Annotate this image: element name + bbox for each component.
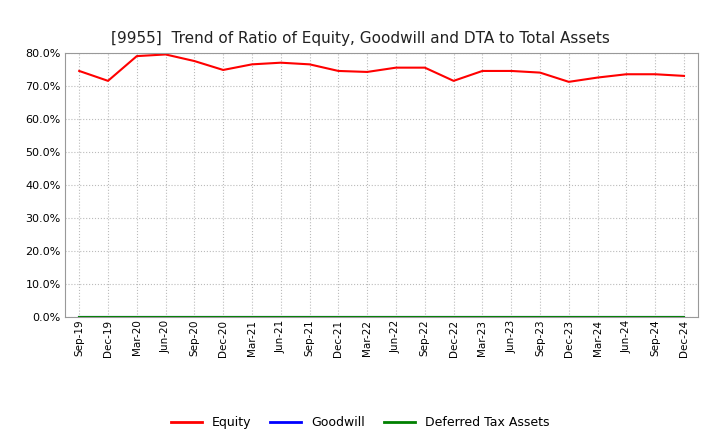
Deferred Tax Assets [449,314,458,319]
Deferred Tax Assets [593,314,602,319]
Deferred Tax Assets [104,314,112,319]
Equity [564,79,573,84]
Goodwill [564,314,573,319]
Deferred Tax Assets [161,314,170,319]
Equity [161,52,170,57]
Goodwill [276,314,285,319]
Goodwill [219,314,228,319]
Deferred Tax Assets [564,314,573,319]
Goodwill [622,314,631,319]
Equity [507,68,516,73]
Equity [651,72,660,77]
Deferred Tax Assets [190,314,199,319]
Equity [132,53,141,59]
Goodwill [593,314,602,319]
Goodwill [305,314,314,319]
Line: Equity: Equity [79,55,684,82]
Goodwill [334,314,343,319]
Deferred Tax Assets [622,314,631,319]
Goodwill [363,314,372,319]
Goodwill [392,314,400,319]
Equity [593,75,602,80]
Equity [449,78,458,84]
Equity [478,68,487,73]
Deferred Tax Assets [392,314,400,319]
Goodwill [420,314,429,319]
Equity [276,60,285,66]
Equity [190,59,199,64]
Goodwill [651,314,660,319]
Deferred Tax Assets [420,314,429,319]
Deferred Tax Assets [75,314,84,319]
Legend: Equity, Goodwill, Deferred Tax Assets: Equity, Goodwill, Deferred Tax Assets [171,416,549,429]
Goodwill [104,314,112,319]
Deferred Tax Assets [276,314,285,319]
Goodwill [75,314,84,319]
Goodwill [680,314,688,319]
Equity [536,70,544,75]
Goodwill [507,314,516,319]
Deferred Tax Assets [680,314,688,319]
Equity [363,70,372,75]
Equity [392,65,400,70]
Text: [9955]  Trend of Ratio of Equity, Goodwill and DTA to Total Assets: [9955] Trend of Ratio of Equity, Goodwil… [111,31,609,46]
Deferred Tax Assets [248,314,256,319]
Goodwill [190,314,199,319]
Equity [75,68,84,73]
Deferred Tax Assets [507,314,516,319]
Deferred Tax Assets [305,314,314,319]
Equity [334,68,343,73]
Deferred Tax Assets [334,314,343,319]
Equity [248,62,256,67]
Deferred Tax Assets [478,314,487,319]
Deferred Tax Assets [363,314,372,319]
Goodwill [132,314,141,319]
Goodwill [161,314,170,319]
Deferred Tax Assets [651,314,660,319]
Deferred Tax Assets [219,314,228,319]
Deferred Tax Assets [132,314,141,319]
Equity [680,73,688,78]
Goodwill [449,314,458,319]
Equity [305,62,314,67]
Equity [219,67,228,73]
Equity [420,65,429,70]
Equity [104,78,112,84]
Goodwill [478,314,487,319]
Goodwill [536,314,544,319]
Deferred Tax Assets [536,314,544,319]
Goodwill [248,314,256,319]
Equity [622,72,631,77]
